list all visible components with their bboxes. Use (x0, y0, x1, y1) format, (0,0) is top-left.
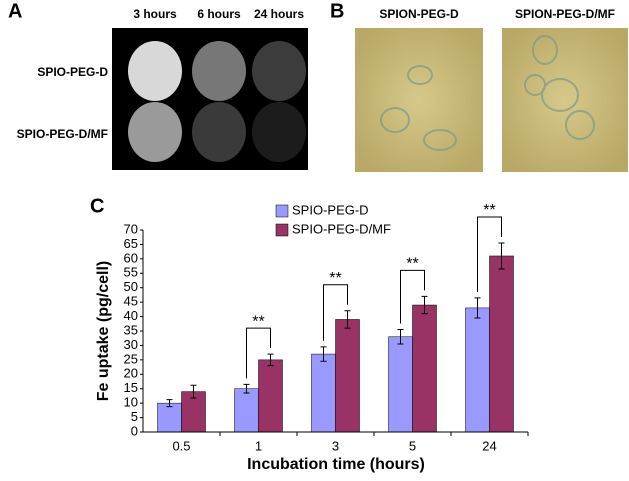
significance-label: ** (329, 270, 341, 287)
error-bar (397, 329, 404, 345)
y-tick-label: 10 (124, 395, 138, 410)
legend-swatch (275, 223, 289, 237)
bar (388, 336, 413, 433)
significance-label: ** (252, 313, 264, 330)
row-label: SPIO-PEG-D (37, 65, 108, 79)
legend-label: SPIO-PEG-D (292, 202, 369, 217)
error-bar (344, 310, 351, 329)
significance-bracket (323, 284, 348, 341)
row-label: SPIO-PEG-D/MF (17, 127, 108, 141)
mri-spot (192, 41, 246, 101)
error-bar (190, 384, 197, 399)
x-axis-title: Incubation time (hours) (247, 456, 425, 473)
column-label: 3 hours (133, 7, 177, 21)
mri-spot (192, 102, 246, 162)
y-tick-label: 20 (124, 366, 138, 381)
error-bar (320, 346, 327, 362)
mri-spot (128, 41, 182, 101)
micrograph (355, 28, 483, 172)
y-tick-label: 5 (131, 409, 138, 424)
y-tick-label: 25 (124, 351, 138, 366)
y-tick-label: 15 (124, 380, 138, 395)
error-bar (166, 399, 173, 408)
bar (258, 359, 283, 433)
micrograph (502, 28, 628, 172)
panel-letter: A (8, 0, 22, 22)
bar (489, 255, 514, 433)
y-axis-title: Fe uptake (pg/cell) (95, 261, 112, 401)
y-tick-label: 55 (124, 265, 138, 280)
bar (412, 304, 437, 433)
image-label: SPION-PEG-D (379, 7, 459, 21)
y-tick-label: 35 (124, 322, 138, 337)
significance-bracket (477, 216, 502, 292)
axes (142, 230, 528, 433)
bar (157, 402, 182, 433)
significance-label: ** (406, 256, 418, 273)
error-bar (498, 242, 505, 270)
legend-label: SPIO-PEG-D/MF (292, 221, 391, 236)
error-bar (474, 297, 481, 319)
image-label: SPION-PEG-D/MF (515, 7, 615, 21)
column-label: 24 hours (254, 7, 304, 21)
x-tick-label: 5 (409, 438, 416, 453)
y-tick-label: 65 (124, 236, 138, 251)
y-tick-label: 0 (131, 423, 138, 438)
y-tick-label: 70 (124, 221, 138, 236)
y-tick-label: 45 (124, 294, 138, 309)
bar (465, 307, 490, 433)
significance-bracket (400, 269, 425, 324)
x-tick-label: 24 (482, 438, 496, 453)
y-tick-label: 30 (124, 337, 138, 352)
cell-outlines (380, 35, 595, 151)
x-tick-label: 0.5 (172, 438, 190, 453)
error-bar (267, 353, 274, 367)
significance-label: ** (483, 202, 495, 219)
y-tick-label: 40 (124, 308, 138, 323)
x-tick-label: 1 (255, 438, 262, 453)
error-bar (421, 295, 428, 315)
y-tick-label: 60 (124, 250, 138, 265)
mri-spot (252, 102, 306, 162)
panel-letter: C (90, 195, 104, 217)
panel-letter: B (330, 0, 344, 22)
significance-bracket (246, 327, 271, 379)
mri-spot (252, 41, 306, 101)
error-bar (243, 383, 250, 394)
bar (335, 319, 360, 433)
bar (234, 388, 259, 433)
y-tick-label: 50 (124, 279, 138, 294)
column-label: 6 hours (197, 7, 241, 21)
bar (311, 353, 336, 433)
legend-swatch (275, 204, 289, 218)
x-tick-label: 3 (332, 438, 339, 453)
mri-spot (128, 102, 182, 162)
